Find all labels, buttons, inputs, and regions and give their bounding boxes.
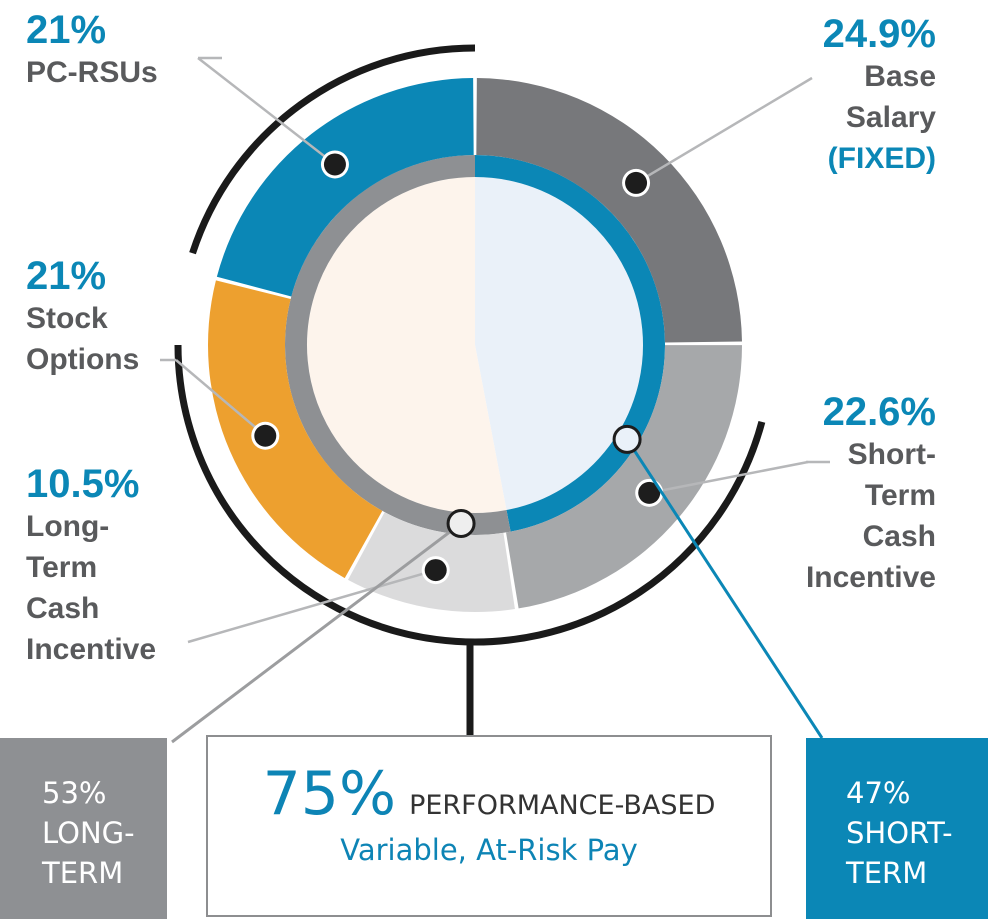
- marker-short-term-cash: [638, 481, 661, 504]
- short-term-label-2: TERM: [846, 856, 928, 890]
- leader-short-term-cash: [648, 460, 809, 495]
- performance-row: 75% PERFORMANCE-BASED: [208, 759, 770, 829]
- label-short-term-cash-line1: Short-: [847, 438, 936, 471]
- leader-long-term-cash: [187, 568, 437, 644]
- leader-base-salary: [635, 76, 813, 184]
- short-term-box: 47% SHORT- TERM: [806, 738, 988, 919]
- long-term-label-1: LONG-: [42, 816, 135, 850]
- label-base-salary-line1: Base: [864, 60, 936, 93]
- label-short-term-cash-line4: Incentive: [805, 561, 936, 594]
- marker-inner-short-term: [612, 424, 642, 454]
- label-long-term-cash-line1: Long-: [26, 510, 110, 543]
- label-pc-rsus: 21% PC-RSUs: [26, 8, 158, 93]
- short-term-label-1: SHORT-: [846, 816, 953, 850]
- label-short-term-cash-line3: Cash: [862, 520, 936, 553]
- marker-stock-options: [254, 424, 277, 447]
- long-term-pct: 53%: [42, 776, 107, 810]
- inner-ring-short-term: [474, 155, 665, 532]
- inner-disc-short-term: [475, 176, 644, 511]
- performance-based-box: 75% PERFORMANCE-BASED Variable, At-Risk …: [206, 735, 772, 917]
- marker-inner-long-term: [446, 508, 476, 538]
- slice-short-term-cash: [506, 345, 742, 609]
- leader-pc-rsus: [197, 57, 336, 166]
- label-long-term-cash-pct: 10.5%: [26, 462, 140, 506]
- marker-base-salary: [625, 171, 648, 194]
- label-stock-options-line1: Stock: [26, 302, 108, 335]
- slice-pc-rsus: [216, 78, 474, 297]
- short-term-pct: 47%: [846, 776, 911, 810]
- label-base-salary-pct: 24.9%: [822, 12, 936, 56]
- label-stock-options-pct: 21%: [26, 254, 107, 298]
- label-short-term-cash-line2: Term: [864, 479, 936, 512]
- label-long-term-cash-line4: Incentive: [26, 633, 157, 666]
- label-short-term-cash: 22.6% Short- Term Cash Incentive: [806, 390, 936, 598]
- outer-arc-bottom: [174, 344, 766, 646]
- inner-ring-long-term: [285, 155, 511, 535]
- long-term-box: 53% LONG- TERM: [0, 738, 167, 919]
- connector-short-term: [625, 438, 824, 739]
- label-base-salary-line3: (FIXED): [827, 142, 936, 175]
- label-long-term-cash-line2: Term: [26, 551, 98, 584]
- long-term-label-2: TERM: [42, 856, 124, 890]
- performance-label: PERFORMANCE-BASED: [409, 790, 716, 821]
- label-base-salary: 24.9% Base Salary (FIXED): [823, 12, 936, 179]
- label-long-term-cash-line3: Cash: [26, 592, 100, 625]
- marker-long-term-cash: [424, 559, 447, 582]
- label-long-term-cash: 10.5% Long- Term Cash Incentive: [26, 462, 156, 670]
- slice-stock-options: [208, 280, 383, 579]
- outer-arc-top: [189, 44, 476, 255]
- label-pc-rsus-line1: PC-RSUs: [26, 56, 158, 89]
- label-short-term-cash-pct: 22.6%: [822, 390, 936, 434]
- leader-stock-options: [175, 359, 267, 437]
- performance-pct: 75%: [262, 759, 396, 829]
- slice-base-salary: [476, 78, 742, 343]
- label-stock-options-line2: Options: [26, 343, 140, 376]
- connector-long-term: [171, 522, 462, 744]
- label-base-salary-line2: Salary: [845, 101, 936, 134]
- label-pc-rsus-pct: 21%: [26, 8, 107, 52]
- label-stock-options: 21% Stock Options: [26, 254, 139, 380]
- performance-subtitle: Variable, At-Risk Pay: [340, 833, 638, 867]
- marker-pc-rsus: [323, 153, 346, 176]
- inner-disc-long-term: [307, 177, 507, 513]
